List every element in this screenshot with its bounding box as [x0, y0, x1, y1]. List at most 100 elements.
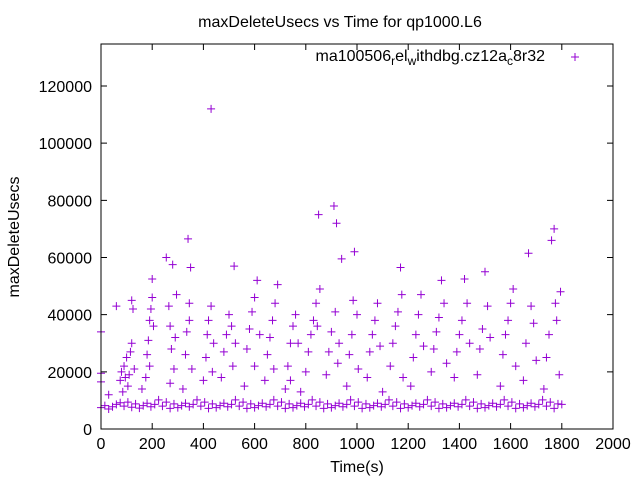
- data-point: [242, 404, 251, 413]
- data-point: [162, 253, 171, 262]
- data-point: [313, 322, 322, 331]
- data-point: [125, 370, 134, 379]
- data-point: [292, 401, 301, 410]
- data-point: [377, 402, 386, 411]
- data-point: [127, 403, 136, 412]
- data-point: [473, 404, 482, 413]
- data-point: [319, 404, 328, 413]
- data-point: [122, 353, 131, 362]
- data-point: [440, 299, 449, 308]
- data-point: [289, 322, 297, 331]
- data-point: [478, 324, 487, 333]
- data-point: [353, 310, 361, 319]
- data-point: [104, 404, 113, 413]
- data-point: [315, 398, 324, 407]
- data-point: [168, 260, 177, 269]
- data-point: [146, 402, 155, 411]
- data-point: [283, 362, 292, 371]
- data-point: [227, 400, 236, 409]
- data-point: [419, 342, 428, 351]
- data-point: [219, 347, 228, 356]
- data-point: [475, 344, 484, 353]
- data-point: [427, 367, 436, 376]
- data-point: [181, 350, 190, 359]
- data-point: [335, 339, 344, 348]
- data-point: [460, 274, 469, 283]
- data-point: [350, 402, 359, 411]
- data-point: [242, 344, 251, 353]
- data-point: [501, 330, 510, 339]
- plot-frame: [100, 43, 614, 430]
- data-point: [185, 316, 194, 325]
- data-point: [408, 401, 417, 410]
- data-point: [250, 362, 259, 371]
- data-point: [127, 339, 136, 348]
- data-point: [246, 399, 255, 408]
- data-point: [350, 247, 359, 256]
- data-point: [550, 404, 559, 413]
- data-point: [504, 316, 513, 325]
- data-point: [438, 399, 447, 408]
- data-point: [127, 296, 136, 305]
- data-point: [216, 401, 225, 410]
- data-point: [486, 333, 495, 342]
- data-point: [473, 370, 482, 379]
- data-point: [484, 401, 493, 410]
- data-point: [369, 401, 378, 410]
- data-point: [527, 302, 536, 311]
- data-point: [146, 304, 155, 313]
- data-point: [162, 398, 171, 407]
- data-point: [182, 327, 191, 336]
- data-point: [312, 299, 321, 308]
- data-point: [457, 400, 466, 409]
- x-tick-label: 200: [139, 436, 166, 453]
- data-point: [271, 299, 280, 308]
- data-point: [186, 263, 195, 272]
- data-point: [506, 299, 515, 308]
- data-point: [143, 350, 152, 359]
- legend-label-part: el: [395, 48, 407, 65]
- data-point: [262, 402, 271, 411]
- data-point: [529, 319, 538, 328]
- data-point: [450, 399, 459, 408]
- data-point: [370, 316, 379, 325]
- data-point: [306, 330, 315, 339]
- data-point: [154, 395, 163, 404]
- data-point: [442, 359, 451, 368]
- data-point: [112, 302, 121, 311]
- data-point: [361, 399, 370, 408]
- data-point: [507, 398, 516, 407]
- data-point: [492, 402, 501, 411]
- data-point: [550, 224, 559, 233]
- data-point: [231, 395, 240, 404]
- data-point: [551, 299, 560, 308]
- data-point: [231, 339, 240, 348]
- data-point: [365, 403, 374, 412]
- data-point: [117, 367, 126, 376]
- data-point: [404, 403, 413, 412]
- data-point: [323, 399, 332, 408]
- data-point: [519, 403, 528, 412]
- data-point: [144, 336, 153, 345]
- data-point: [164, 302, 173, 311]
- data-point: [250, 403, 259, 412]
- data-point: [337, 254, 346, 263]
- data-point: [150, 400, 159, 409]
- data-point: [268, 316, 277, 325]
- data-point: [158, 402, 167, 411]
- data-point: [265, 333, 274, 342]
- data-point: [463, 299, 472, 308]
- data-point: [230, 262, 239, 271]
- data-point: [228, 362, 237, 371]
- data-point: [538, 395, 547, 404]
- data-point: [332, 219, 341, 228]
- data-point: [556, 287, 565, 296]
- data-point: [258, 399, 267, 408]
- data-point: [166, 322, 175, 331]
- data-point: [300, 402, 309, 411]
- data-points: [97, 104, 566, 413]
- legend-marker: [571, 53, 579, 61]
- data-point: [294, 339, 303, 348]
- data-point: [354, 398, 363, 407]
